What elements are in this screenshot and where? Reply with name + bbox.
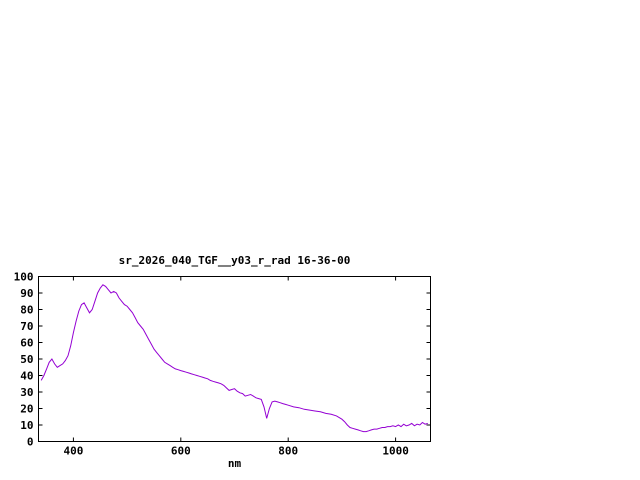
axis-ticks bbox=[38, 276, 431, 442]
chart-title: sr_2026_040_TGF__y03_r_rad 16-36-00 bbox=[119, 254, 351, 267]
y-tick-label: 40 bbox=[20, 370, 33, 383]
y-tick-label: 100 bbox=[14, 271, 34, 284]
y-tick-label: 10 bbox=[20, 419, 33, 432]
x-tick-label: 1000 bbox=[382, 445, 409, 458]
plot-border bbox=[38, 276, 431, 442]
y-tick-label: 20 bbox=[20, 403, 33, 416]
y-tick-label: 80 bbox=[20, 304, 33, 317]
x-tick-labels: 400 600 800 1000 bbox=[63, 445, 408, 458]
y-tick-label: 50 bbox=[20, 353, 33, 366]
spectrum-line bbox=[40, 284, 428, 433]
plot-frame bbox=[38, 276, 431, 442]
x-tick-label: 600 bbox=[171, 445, 191, 458]
x-tick-label: 400 bbox=[63, 445, 83, 458]
x-tick-label: 800 bbox=[278, 445, 298, 458]
y-tick-label: 30 bbox=[20, 386, 33, 399]
y-tick-label: 60 bbox=[20, 337, 33, 350]
x-axis-label: nm bbox=[228, 457, 242, 470]
y-tick-labels: 0 10 20 30 40 50 60 70 80 90 100 bbox=[14, 271, 34, 449]
y-tick-label: 90 bbox=[20, 287, 33, 300]
y-tick-label: 0 bbox=[27, 436, 34, 449]
y-tick-label: 70 bbox=[20, 320, 33, 333]
